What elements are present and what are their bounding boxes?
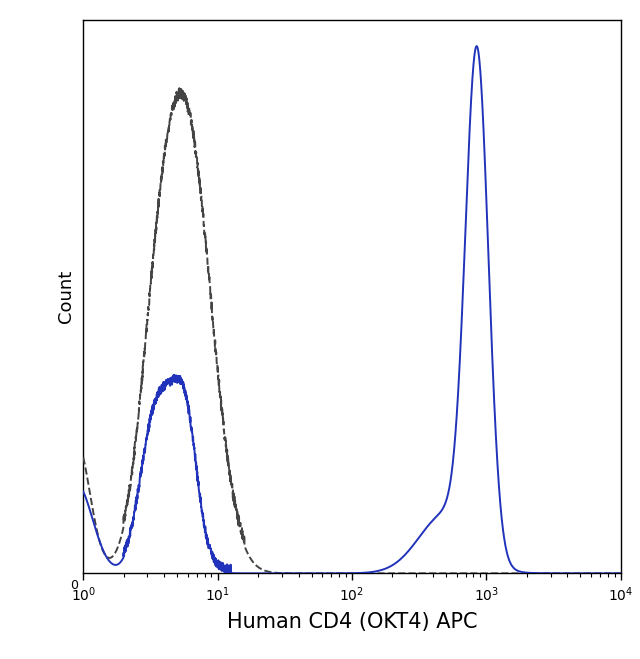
X-axis label: Human CD4 (OKT4) APC: Human CD4 (OKT4) APC [227,612,477,632]
Y-axis label: Count: Count [57,270,75,323]
Text: 0: 0 [70,579,78,592]
